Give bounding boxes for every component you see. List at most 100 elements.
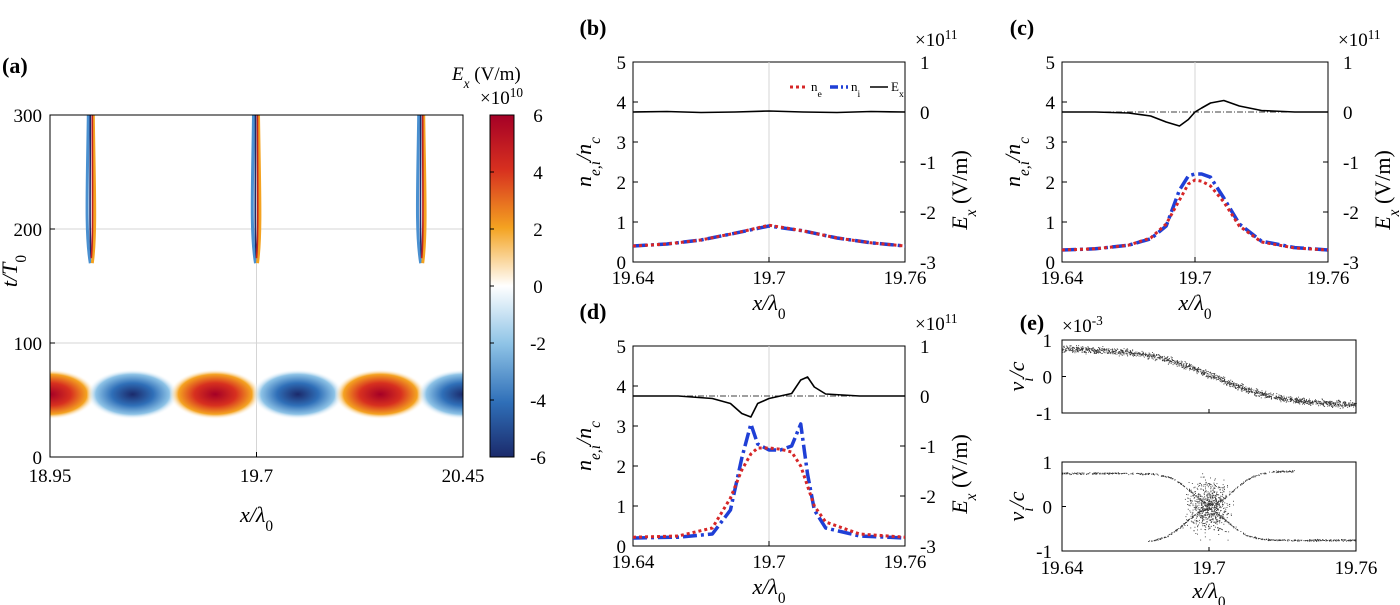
scatter-point <box>1339 407 1341 409</box>
scatter-point <box>1208 525 1210 527</box>
scatter-point <box>1247 387 1249 389</box>
scatter-point <box>1099 349 1101 351</box>
scatter-point <box>1067 347 1069 349</box>
scatter-point <box>1211 499 1213 501</box>
scatter-point <box>1308 400 1310 402</box>
scatter-point <box>1298 396 1299 398</box>
scatter-point <box>1276 393 1278 395</box>
scatter-point <box>1210 378 1212 380</box>
scatter-point <box>1187 498 1189 499</box>
scatter-point <box>1192 521 1194 523</box>
scatter-point <box>1064 473 1066 474</box>
scatter-point <box>1343 402 1345 404</box>
scatter-point <box>1297 399 1299 401</box>
scatter-point <box>1147 354 1149 356</box>
scatter-point <box>1109 350 1110 352</box>
filament-positive-core <box>90 115 94 259</box>
scatter-point <box>1203 476 1205 478</box>
scatter-point <box>1081 348 1083 350</box>
scatter-point <box>1274 540 1276 541</box>
scatter-point <box>1205 372 1207 374</box>
scatter-point <box>1290 399 1291 400</box>
scatter-point <box>1202 508 1204 510</box>
scatter-point <box>1201 515 1203 517</box>
scatter-point <box>1207 499 1209 501</box>
scatter-point <box>1354 405 1356 407</box>
scatter-point <box>1177 361 1179 363</box>
scatter-point <box>1236 529 1238 531</box>
scatter-point <box>1265 393 1267 395</box>
scatter-point <box>1214 502 1215 504</box>
scatter-point <box>1273 471 1275 473</box>
scatter-point <box>1325 403 1327 405</box>
scatter-point <box>1305 401 1307 402</box>
x-tick-label: 19.7 <box>1192 558 1225 579</box>
scatter-point <box>1218 530 1220 531</box>
scatter-point <box>1205 517 1207 518</box>
scatter-point <box>1277 471 1278 473</box>
scatter-point <box>1207 498 1209 500</box>
scatter-point <box>1202 510 1203 512</box>
scatter-point <box>1337 402 1339 404</box>
scatter-point <box>1276 539 1278 541</box>
scatter-point <box>1099 473 1101 475</box>
scatter-point <box>1103 350 1105 352</box>
x-tick-label: 19.64 <box>612 268 655 289</box>
negative-field-blob <box>417 369 463 420</box>
scatter-point <box>1097 349 1098 350</box>
scatter-point <box>1168 359 1170 361</box>
scatter-point <box>1217 527 1218 529</box>
scatter-point <box>1198 509 1200 511</box>
scatter-point <box>1299 402 1301 404</box>
y2-tick-label: -3 <box>920 253 936 274</box>
scatter-point <box>1062 349 1063 351</box>
scatter-point <box>1281 397 1282 399</box>
scatter-point <box>1339 405 1341 407</box>
scatter-point <box>1228 381 1230 382</box>
scatter-point <box>1210 477 1211 479</box>
scatter-point <box>1213 482 1215 484</box>
scatter-point <box>1219 380 1221 382</box>
scatter-point <box>1093 348 1095 350</box>
y-tick-label: 100 <box>14 334 43 355</box>
scatter-point <box>1128 353 1130 355</box>
scatter-point <box>1186 363 1188 364</box>
scatter-point <box>1231 492 1233 493</box>
scatter-point <box>1339 403 1340 405</box>
scatter-point <box>1163 476 1164 477</box>
scatter-point <box>1083 472 1085 474</box>
scatter-point <box>1096 351 1098 353</box>
scatter-point <box>1267 393 1269 395</box>
scatter-point <box>1213 377 1215 378</box>
scatter-point <box>1099 347 1101 349</box>
scatter-point <box>1117 473 1119 475</box>
scatter-point <box>1183 524 1185 526</box>
scatter-point <box>1103 348 1105 350</box>
scatter-point <box>1108 353 1110 354</box>
scatter-point <box>1176 364 1178 366</box>
scatter-point <box>1189 505 1191 507</box>
scatter-point <box>1336 400 1337 402</box>
scatter-point <box>1192 368 1193 370</box>
scatter-point <box>1326 401 1328 403</box>
scatter-point <box>1322 398 1323 400</box>
scatter-point <box>1341 539 1343 541</box>
scatter-point <box>1210 509 1211 510</box>
scatter-point <box>1187 508 1189 510</box>
scatter-point <box>1068 347 1070 349</box>
scatter-point <box>1210 503 1212 504</box>
scatter-point <box>1210 497 1212 499</box>
scatter-point <box>1280 470 1282 472</box>
scatter-point <box>1199 511 1200 513</box>
scatter-point <box>1155 359 1157 361</box>
scatter-point <box>1084 352 1086 353</box>
scatter-point <box>1159 538 1161 540</box>
scatter-point <box>1260 397 1262 399</box>
scatter-point <box>1354 540 1356 542</box>
scatter-point <box>1157 539 1159 541</box>
scatter-point <box>1320 401 1322 402</box>
scatter-point <box>1178 361 1179 363</box>
scatter-point <box>1218 504 1220 505</box>
scatter-point <box>1237 386 1239 388</box>
scatter-point <box>1235 384 1237 386</box>
